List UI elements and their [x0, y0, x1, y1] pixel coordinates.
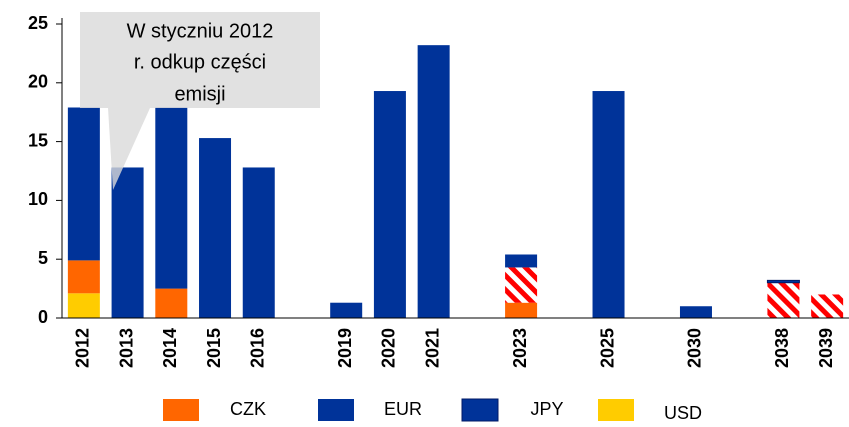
- bar: [679, 306, 712, 318]
- x-tick-label: 2014: [160, 328, 180, 368]
- y-tick-label: 5: [38, 248, 48, 268]
- bar: [417, 45, 450, 318]
- bar: [505, 254, 538, 268]
- bar: [811, 294, 844, 318]
- callout-pointer: [108, 108, 150, 190]
- x-tick-label: 2015: [204, 328, 224, 368]
- legend-label: EUR: [384, 399, 422, 419]
- x-tick-label: 2025: [597, 328, 617, 368]
- bar: [767, 282, 800, 318]
- y-tick-label: 20: [28, 72, 48, 92]
- annotation: emisji: [174, 83, 225, 105]
- y-tick-label: 15: [28, 130, 48, 150]
- bar: [505, 302, 538, 318]
- bar: [505, 267, 538, 303]
- bar: [67, 293, 100, 318]
- x-tick-label: 2038: [772, 328, 792, 368]
- x-tick-label: 2039: [816, 328, 836, 368]
- bar: [592, 91, 625, 318]
- legend-label: CZK: [230, 399, 266, 419]
- x-tick-label: 2021: [422, 328, 442, 368]
- x-tick-label: 2013: [116, 328, 136, 368]
- x-tick-label: 2012: [73, 328, 93, 368]
- bar: [242, 167, 275, 318]
- bar: [199, 138, 232, 318]
- legend-swatch: [318, 399, 354, 421]
- y-tick-label: 0: [38, 307, 48, 327]
- bar: [67, 260, 100, 294]
- x-tick-label: 2030: [685, 328, 705, 368]
- legend-label: JPY: [530, 399, 563, 419]
- x-tick-label: 2023: [510, 328, 530, 368]
- bar: [155, 288, 188, 318]
- x-tick-label: 2019: [335, 328, 355, 368]
- bar: [373, 91, 406, 318]
- legend-swatch: [163, 399, 199, 421]
- annotation: r. odkup części: [134, 51, 266, 73]
- legend-swatch: [598, 399, 634, 421]
- callout-box: [80, 12, 320, 108]
- legend-swatch: [461, 398, 499, 422]
- bar: [155, 107, 188, 289]
- x-tick-label: 2020: [379, 328, 399, 368]
- y-tick-label: 25: [28, 13, 48, 33]
- bar: [111, 167, 144, 318]
- y-tick-label: 10: [28, 189, 48, 209]
- legend-label: USD: [664, 403, 702, 423]
- x-tick-label: 2016: [248, 328, 268, 368]
- bar: [67, 107, 100, 261]
- bar: [330, 302, 363, 318]
- callout: W styczniu 2012 r. odkup części emisji: [80, 12, 320, 190]
- bar: [766, 279, 800, 284]
- annotation: W styczniu 2012: [127, 20, 274, 42]
